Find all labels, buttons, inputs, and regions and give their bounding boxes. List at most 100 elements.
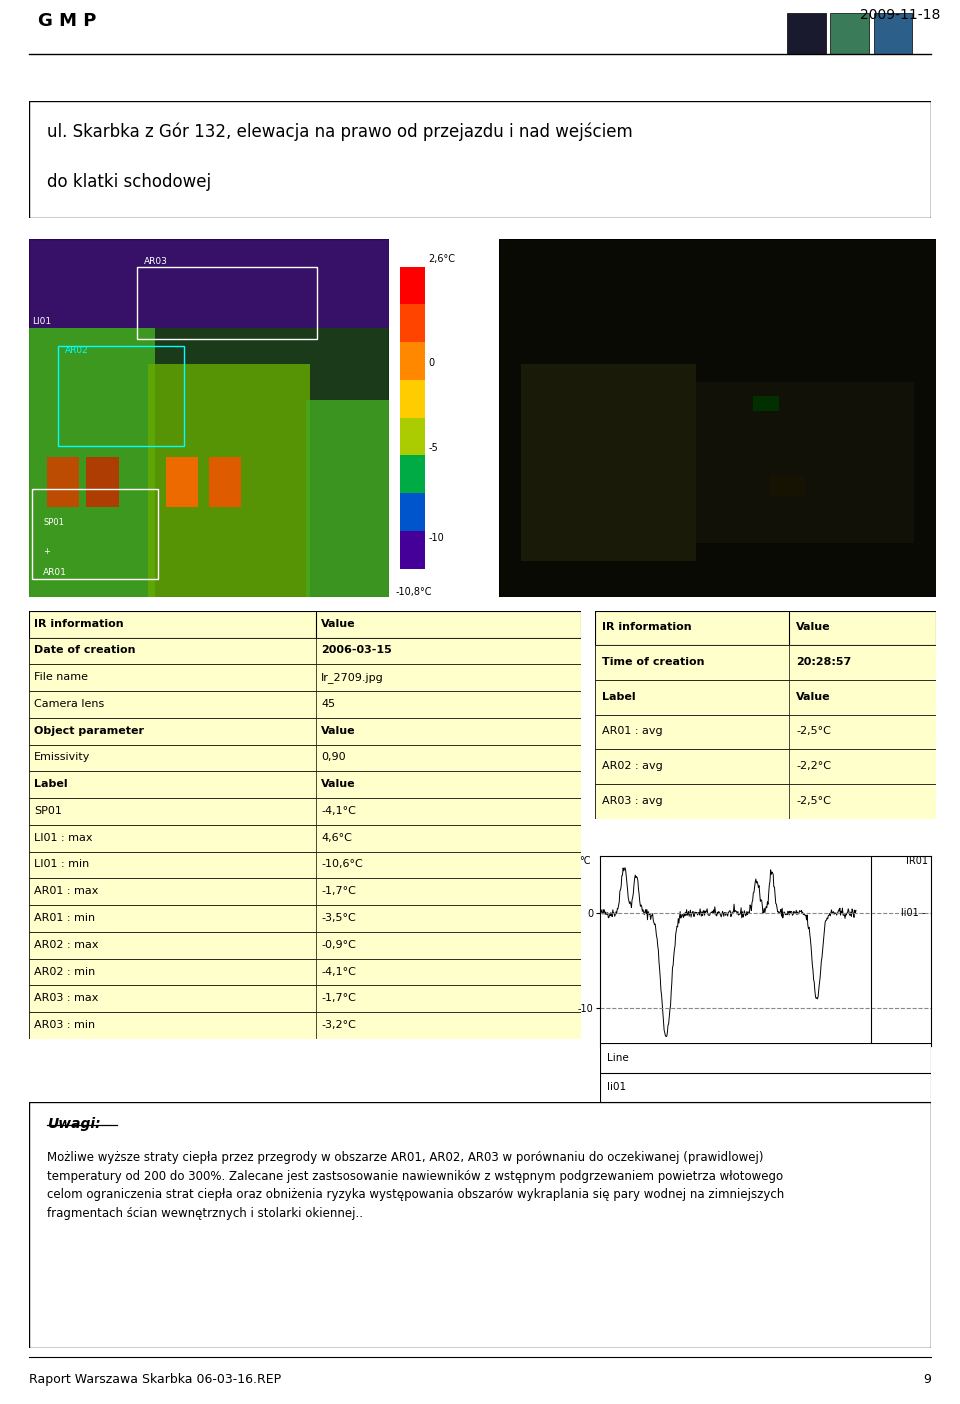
Bar [399, 416, 424, 455]
Bar [595, 783, 789, 819]
Text: AR01: AR01 [43, 569, 67, 577]
Bar [399, 491, 424, 531]
Text: AR01 : max: AR01 : max [35, 886, 99, 896]
Text: LI01 : min: LI01 : min [35, 859, 89, 869]
Text: Date of creation: Date of creation [35, 646, 135, 656]
Text: 2006-03-15: 2006-03-15 [322, 646, 392, 656]
Text: AR02 : min: AR02 : min [35, 966, 96, 977]
Bar [595, 715, 789, 750]
Bar [787, 13, 826, 53]
Bar [595, 715, 936, 750]
Text: Value: Value [796, 692, 831, 702]
Text: AR03 : avg: AR03 : avg [602, 796, 662, 806]
Bar [29, 826, 581, 852]
Bar [399, 303, 424, 343]
Bar [47, 458, 79, 507]
Text: Możliwe wyższe straty ciepła przez przegrody w obszarze AR01, AR02, AR03 w porów: Możliwe wyższe straty ciepła przez przeg… [47, 1151, 784, 1220]
Text: ul. Skarbka z Gór 132, elewacja na prawo od przejazdu i nad wejściem: ul. Skarbka z Gór 132, elewacja na prawo… [47, 122, 633, 140]
Text: 2009-11-18: 2009-11-18 [860, 8, 941, 22]
FancyBboxPatch shape [29, 1102, 931, 1348]
Bar [29, 959, 581, 986]
Text: -1,7°C: -1,7°C [322, 993, 356, 1004]
Bar [29, 906, 316, 932]
Text: Camera lens: Camera lens [35, 699, 105, 709]
Bar [29, 744, 581, 771]
Text: Value: Value [796, 622, 831, 632]
Text: Ir_2709.jpg: Ir_2709.jpg [322, 671, 384, 682]
Text: IR information: IR information [35, 619, 124, 629]
Text: Label: Label [602, 692, 636, 702]
Bar [770, 475, 804, 497]
Text: Value: Value [322, 726, 356, 736]
Text: AR03: AR03 [144, 257, 168, 265]
Text: Emissivity: Emissivity [35, 753, 90, 762]
Text: SP01: SP01 [35, 806, 62, 816]
Bar [595, 611, 789, 646]
Text: -1,7°C: -1,7°C [322, 886, 356, 896]
Bar [29, 664, 316, 691]
Bar [86, 458, 119, 507]
Bar [595, 680, 936, 715]
Bar [29, 986, 316, 1012]
Text: -3,2°C: -3,2°C [322, 1021, 356, 1031]
Bar [29, 637, 316, 664]
Bar [874, 13, 912, 53]
Text: Object parameter: Object parameter [35, 726, 144, 736]
Text: SP01: SP01 [43, 518, 64, 526]
Text: li01 -: li01 - [901, 908, 925, 918]
Text: +: + [43, 546, 50, 556]
Bar [29, 879, 316, 906]
Text: -10: -10 [428, 534, 444, 543]
Text: -10,6°C: -10,6°C [322, 859, 363, 869]
Bar [29, 879, 581, 906]
Bar [521, 364, 696, 560]
Bar [306, 400, 389, 597]
Text: do klatki schodowej: do klatki schodowej [47, 173, 211, 191]
Bar [29, 852, 581, 879]
Bar [29, 932, 316, 959]
Bar [29, 797, 581, 826]
Bar [29, 797, 316, 826]
Bar [29, 611, 581, 637]
Bar [29, 329, 155, 597]
Bar [166, 458, 198, 507]
Text: 45: 45 [322, 699, 335, 709]
Text: °C: °C [580, 856, 591, 866]
Bar [29, 691, 581, 717]
Bar [595, 646, 936, 680]
Text: AR02: AR02 [64, 345, 88, 355]
Bar [29, 852, 316, 879]
Bar [29, 826, 316, 852]
Bar [29, 637, 581, 664]
Text: IR01: IR01 [906, 856, 928, 866]
Text: -2,5°C: -2,5°C [796, 796, 831, 806]
Bar [753, 396, 779, 410]
Bar [29, 1012, 316, 1039]
Bar [399, 453, 424, 493]
Text: -5: -5 [428, 442, 438, 453]
Text: 0,90: 0,90 [322, 753, 346, 762]
Bar [29, 1012, 581, 1039]
Bar [137, 267, 317, 338]
Bar [29, 691, 316, 717]
Text: -4,1°C: -4,1°C [322, 966, 356, 977]
Text: -4,1°C: -4,1°C [322, 806, 356, 816]
Bar [595, 783, 936, 819]
Text: AR03 : min: AR03 : min [35, 1021, 95, 1031]
Bar [399, 341, 424, 380]
Bar [29, 611, 316, 637]
Bar [29, 664, 581, 691]
Bar [29, 959, 316, 986]
Text: IR information: IR information [602, 622, 691, 632]
Text: Uwagi:: Uwagi: [47, 1118, 101, 1130]
Text: -0,9°C: -0,9°C [322, 939, 356, 949]
Bar [29, 717, 316, 744]
Text: Time of creation: Time of creation [602, 657, 705, 667]
Bar [29, 906, 581, 932]
Text: 4,6°C: 4,6°C [322, 833, 352, 842]
Text: -3,5°C: -3,5°C [322, 913, 356, 922]
Text: -2,5°C: -2,5°C [796, 726, 831, 736]
Bar [33, 490, 158, 578]
Bar [29, 771, 316, 797]
Bar [29, 239, 389, 329]
